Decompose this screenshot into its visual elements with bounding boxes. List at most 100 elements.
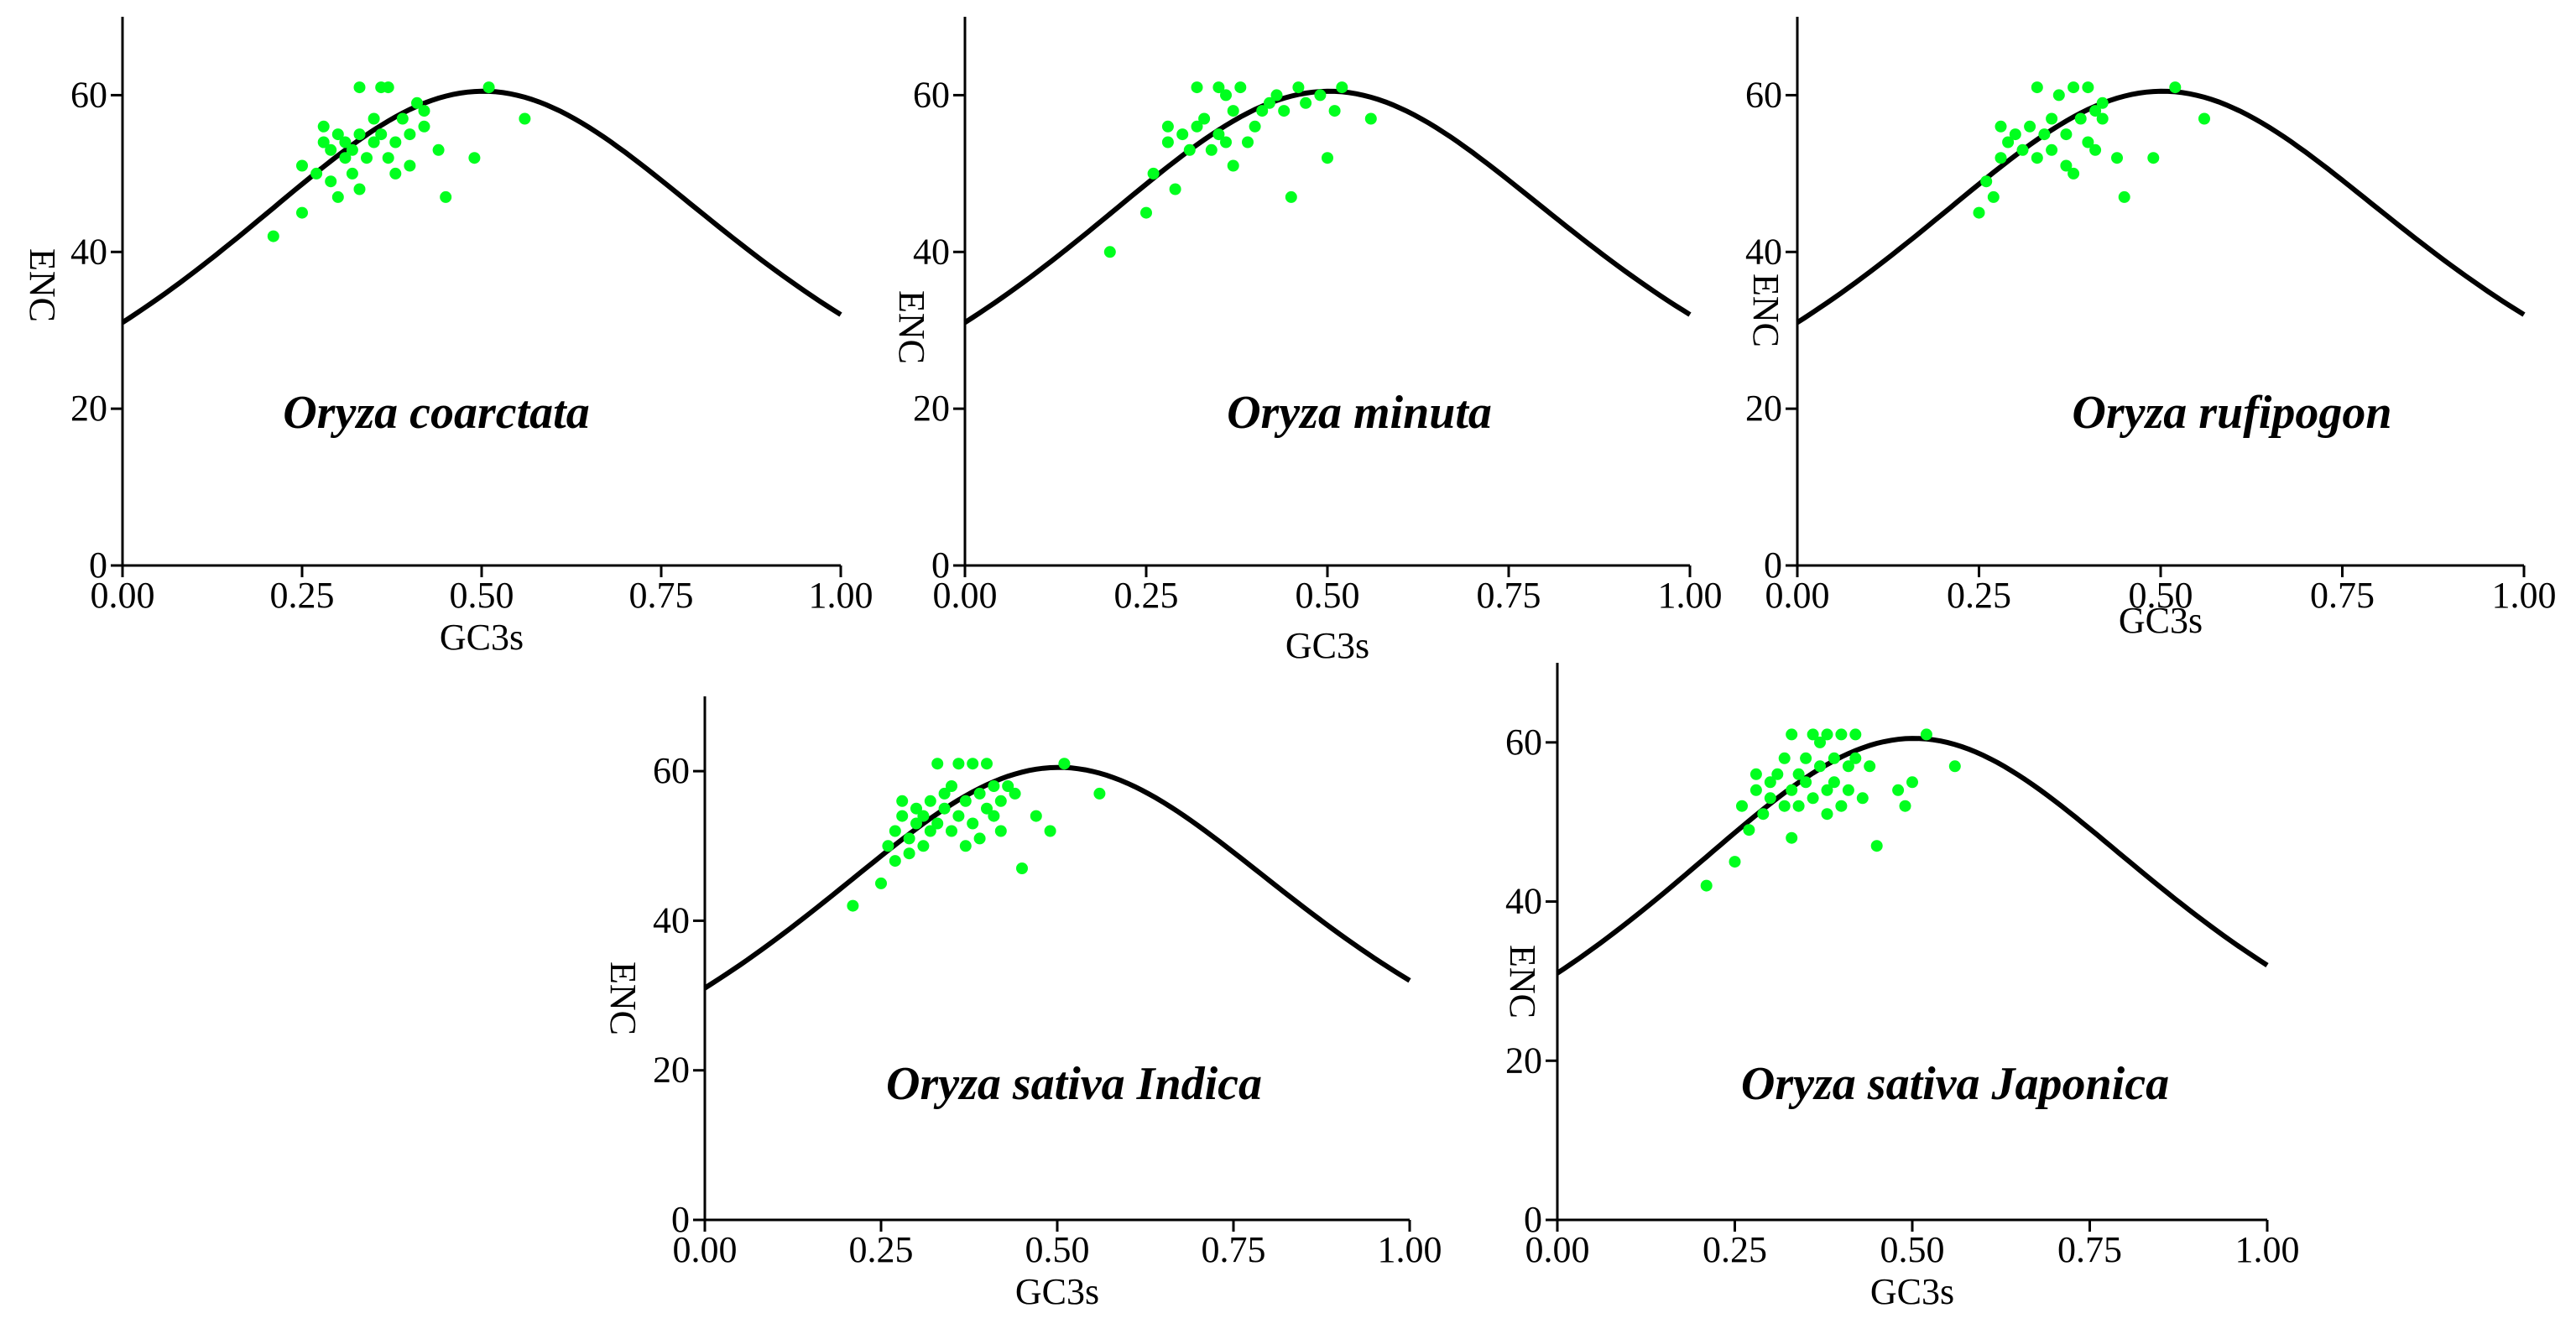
data-point — [1786, 728, 1798, 741]
panel-title: Oryza sativa Indica — [886, 1058, 1262, 1110]
data-point — [1821, 784, 1833, 796]
data-point — [2002, 136, 2015, 149]
data-point — [1807, 792, 1819, 805]
data-point — [1270, 89, 1283, 102]
data-point — [1328, 105, 1341, 117]
x-tick-label: 0.00 — [933, 575, 998, 616]
data-point — [924, 795, 936, 807]
data-point — [361, 152, 373, 164]
data-point — [1183, 143, 1196, 156]
data-point — [1792, 800, 1805, 812]
panel-title: Oryza coarctata — [283, 387, 590, 439]
data-point — [1828, 776, 1840, 789]
data-point — [973, 832, 986, 845]
x-tick-label: 0.50 — [1025, 1229, 1090, 1270]
data-point — [1016, 862, 1028, 874]
expected-enc-curve — [121, 88, 842, 325]
data-point — [1729, 856, 1741, 868]
data-point — [2031, 152, 2043, 164]
chart-panel-2: 0 20 40 60 0.00 0.25 0.50 0.75 1.00 GC3s ENC Oryza … — [891, 17, 1723, 666]
panel-title: Oryza minuta — [1227, 387, 1492, 439]
data-point — [917, 840, 930, 852]
data-point — [1771, 768, 1784, 780]
data-point — [910, 817, 922, 830]
data-point — [889, 825, 901, 837]
x-axis-label: GC3s — [1015, 1271, 1099, 1312]
data-point — [2074, 112, 2087, 125]
data-point — [910, 802, 922, 815]
y-tick-label: 40 — [1745, 231, 1782, 272]
data-point — [882, 840, 894, 852]
data-point — [1140, 206, 1152, 219]
data-point — [2169, 81, 2182, 94]
y-axis-label: ENC — [1502, 945, 1543, 1019]
x-tick-label: 0.75 — [629, 575, 694, 616]
y-tick-label: 40 — [70, 231, 107, 272]
data-point — [404, 159, 416, 172]
data-point — [2082, 136, 2094, 149]
data-point — [903, 832, 915, 845]
data-point — [1849, 728, 1862, 741]
data-point — [1009, 787, 1021, 800]
y-tick-label: 60 — [70, 74, 107, 115]
data-point — [967, 758, 979, 770]
data-point — [1736, 800, 1748, 812]
y-tick-label: 20 — [70, 388, 107, 429]
data-point — [382, 152, 394, 164]
data-point — [931, 817, 944, 830]
data-point — [924, 825, 936, 837]
data-point — [1743, 824, 1755, 836]
data-point — [1749, 784, 1762, 796]
data-point — [952, 758, 965, 770]
data-point — [959, 840, 972, 852]
data-point — [482, 81, 495, 94]
data-point — [368, 112, 380, 125]
data-point — [1103, 246, 1116, 258]
data-point — [2052, 89, 2065, 102]
x-axis-label: GC3s — [2119, 600, 2203, 641]
data-point — [353, 128, 366, 141]
data-point — [296, 159, 308, 172]
data-point — [938, 802, 951, 815]
data-point — [1242, 136, 1254, 149]
data-point — [1948, 760, 1961, 773]
data-point — [468, 152, 481, 164]
chart-panel-4: 0 20 40 60 0.00 0.25 0.50 0.75 1.00 GC3s ENC Oryza … — [602, 696, 1442, 1312]
data-point — [1263, 96, 1275, 109]
data-point — [310, 167, 323, 180]
data-point — [1987, 190, 2000, 203]
data-point — [1800, 776, 1812, 789]
data-point — [1814, 760, 1826, 773]
data-point — [1364, 112, 1377, 125]
data-point — [1786, 831, 1798, 844]
data-point — [1764, 792, 1776, 805]
y-axis-label: ENC — [22, 248, 63, 322]
data-point — [1864, 760, 1876, 773]
y-tick-label: 60 — [913, 74, 950, 115]
data-point — [917, 810, 930, 822]
data-point — [396, 112, 409, 125]
data-point — [346, 143, 358, 156]
data-point — [967, 817, 979, 830]
x-axis-label: GC3s — [1285, 625, 1369, 666]
data-point — [1220, 136, 1232, 149]
data-point — [331, 190, 344, 203]
data-point — [325, 175, 337, 188]
data-point — [981, 802, 993, 815]
data-point — [1198, 112, 1211, 125]
data-point — [267, 230, 279, 242]
data-point — [1336, 81, 1348, 94]
data-point — [1314, 89, 1327, 102]
data-point — [946, 780, 957, 792]
data-point — [2031, 81, 2043, 94]
data-point — [2016, 143, 2029, 156]
data-point — [1778, 800, 1791, 812]
x-tick-label: 0.00 — [1525, 1229, 1590, 1270]
data-point — [368, 136, 380, 149]
data-point — [1892, 784, 1905, 796]
y-tick-label: 60 — [1745, 74, 1782, 115]
data-point — [938, 787, 951, 800]
data-point — [1764, 776, 1776, 789]
data-point — [296, 206, 308, 219]
data-point — [331, 128, 344, 141]
